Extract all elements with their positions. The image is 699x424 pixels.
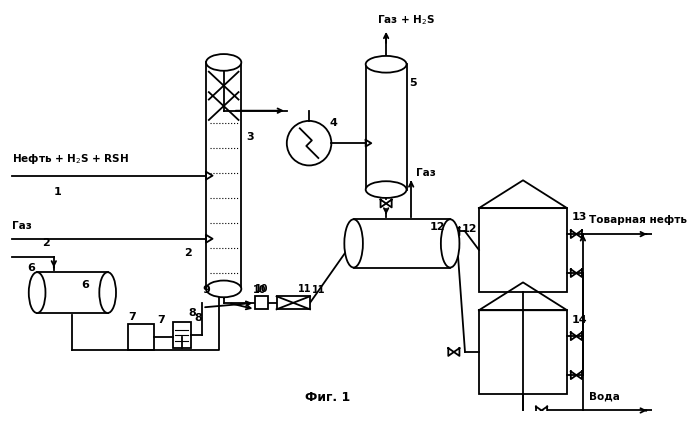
Text: 3: 3 (246, 132, 254, 142)
Bar (173, 322, 192, 348)
Bar (206, 62, 241, 289)
Text: Фиг. 1: Фиг. 1 (305, 391, 350, 404)
Ellipse shape (29, 272, 45, 313)
Text: 13: 13 (572, 212, 587, 223)
Text: Газ: Газ (416, 167, 435, 178)
Text: 11: 11 (312, 285, 325, 295)
Bar (479, 310, 567, 394)
Text: 12: 12 (430, 222, 445, 232)
Bar (277, 296, 310, 309)
Text: 7: 7 (128, 312, 136, 322)
Bar (37, 272, 108, 313)
Text: Вода: Вода (589, 391, 620, 401)
Ellipse shape (345, 219, 363, 268)
Text: 12: 12 (461, 224, 477, 234)
Ellipse shape (366, 56, 407, 73)
Text: 9: 9 (202, 285, 210, 296)
Text: Газ + H$_2$S: Газ + H$_2$S (377, 13, 435, 27)
Text: 4: 4 (329, 118, 338, 128)
Text: 8: 8 (189, 308, 196, 318)
Text: 10: 10 (255, 284, 268, 294)
Bar (366, 64, 407, 190)
Text: Газ: Газ (12, 221, 32, 232)
Bar (354, 219, 450, 268)
Ellipse shape (99, 272, 116, 313)
Text: 11: 11 (298, 284, 312, 294)
Ellipse shape (206, 281, 241, 297)
Bar (479, 208, 567, 292)
Text: 1: 1 (54, 187, 62, 197)
Text: 8: 8 (194, 312, 202, 323)
Text: 6: 6 (82, 280, 89, 290)
Text: 2: 2 (184, 248, 192, 258)
Text: 14: 14 (572, 315, 587, 324)
Ellipse shape (206, 54, 241, 71)
Text: 5: 5 (410, 78, 417, 88)
Text: 6: 6 (27, 263, 35, 273)
Bar (255, 296, 268, 309)
Text: Нефть + H$_2$S + RSH: Нефть + H$_2$S + RSH (12, 152, 129, 166)
Bar (128, 324, 154, 350)
Text: 7: 7 (157, 315, 164, 324)
Text: 2: 2 (42, 238, 50, 248)
Text: Товарная нефть: Товарная нефть (589, 215, 687, 225)
Ellipse shape (441, 219, 459, 268)
Text: 10: 10 (253, 285, 267, 295)
Ellipse shape (366, 181, 407, 198)
Circle shape (287, 121, 331, 165)
